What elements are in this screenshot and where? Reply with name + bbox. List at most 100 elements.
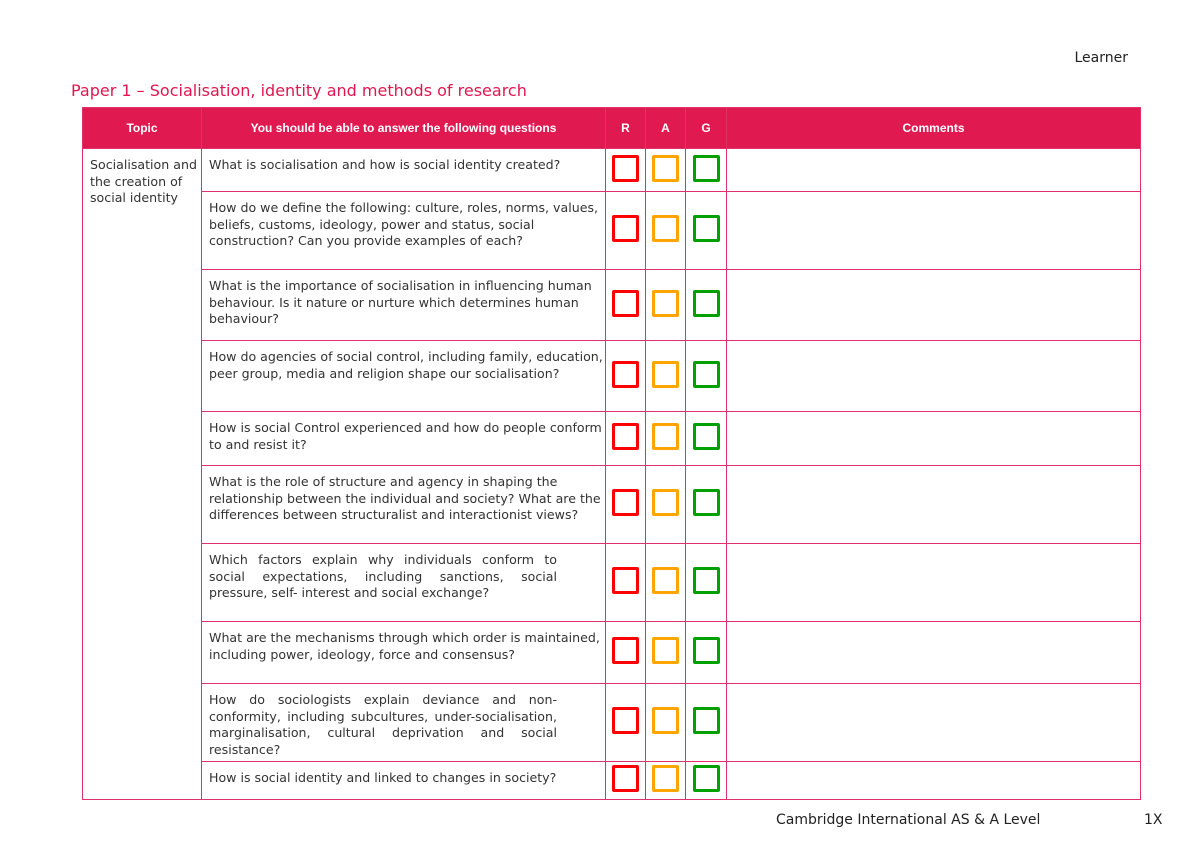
rag-g-cell[interactable] (685, 683, 727, 762)
table-row: Socialisation and the creation of social… (82, 148, 1141, 800)
col-comments: Comments (726, 107, 1141, 149)
question-cell: What is the importance of socialisation … (201, 269, 606, 341)
checkbox-r[interactable] (612, 637, 639, 664)
rag-r-cell[interactable] (605, 465, 646, 544)
comments-cell[interactable] (726, 148, 1141, 192)
rag-table: Topic You should be able to answer the f… (82, 107, 1141, 800)
comments-cell[interactable] (726, 269, 1141, 341)
comments-cell[interactable] (726, 191, 1141, 270)
checkbox-g[interactable] (692, 765, 720, 792)
checkbox-g[interactable] (692, 567, 720, 594)
comments-cell[interactable] (726, 621, 1141, 684)
table-row: What is the importance of socialisation … (83, 269, 1141, 341)
checkbox-r[interactable] (612, 765, 639, 792)
checkbox-g[interactable] (692, 215, 720, 242)
rag-g-cell[interactable] (685, 761, 727, 800)
rag-g-cell[interactable] (685, 191, 727, 270)
comments-cell[interactable] (726, 543, 1141, 622)
checkbox-a[interactable] (652, 215, 679, 242)
rag-g-cell[interactable] (685, 465, 727, 544)
checkbox-r[interactable] (612, 707, 639, 734)
topic-cell: Socialisation and the creation of social… (82, 148, 202, 800)
page-title: Paper 1 – Socialisation, identity and me… (71, 81, 527, 100)
checkbox-g[interactable] (692, 489, 720, 516)
rag-r-cell[interactable] (605, 761, 646, 800)
checkbox-g[interactable] (692, 637, 720, 664)
rag-g-cell[interactable] (685, 543, 727, 622)
checkbox-g[interactable] (692, 707, 720, 734)
page-number: 1X (1144, 812, 1163, 828)
table-row: How is social Control experienced and ho… (83, 411, 1141, 466)
rag-g-cell[interactable] (685, 269, 727, 341)
col-r: R (605, 107, 646, 149)
checkbox-r[interactable] (612, 154, 639, 182)
learner-label: Learner (1074, 50, 1129, 66)
comments-cell[interactable] (726, 465, 1141, 544)
col-topic: Topic (82, 107, 202, 149)
rag-r-cell[interactable] (605, 340, 646, 412)
checkbox-a[interactable] (652, 637, 679, 664)
rag-r-cell[interactable] (605, 148, 646, 192)
rag-g-cell[interactable] (685, 340, 727, 412)
checkbox-g[interactable] (692, 154, 720, 182)
rag-g-cell[interactable] (685, 411, 727, 466)
checkbox-a[interactable] (652, 489, 679, 516)
comments-cell[interactable] (726, 340, 1141, 412)
question-cell: What are the mechanisms through which or… (201, 621, 606, 684)
question-cell: How is social Control experienced and ho… (201, 411, 606, 466)
table-row: What is the role of structure and agency… (83, 465, 1141, 544)
question-cell: What is socialisation and how is social … (201, 148, 606, 192)
comments-cell[interactable] (726, 761, 1141, 800)
checkbox-r[interactable] (612, 567, 639, 594)
checkbox-r[interactable] (612, 360, 639, 388)
footer-text: Cambridge International AS & A Level (776, 812, 1041, 828)
col-questions: You should be able to answer the followi… (201, 107, 606, 149)
checkbox-a[interactable] (652, 154, 679, 182)
comments-cell[interactable] (726, 683, 1141, 762)
checkbox-a[interactable] (652, 765, 679, 792)
rag-a-cell[interactable] (645, 621, 686, 684)
checkbox-r[interactable] (612, 289, 639, 317)
comments-cell[interactable] (726, 411, 1141, 466)
rag-r-cell[interactable] (605, 411, 646, 466)
question-cell: What is the role of structure and agency… (201, 465, 606, 544)
rag-r-cell[interactable] (605, 191, 646, 270)
table-row: How do agencies of social control, inclu… (83, 340, 1141, 412)
checkbox-g[interactable] (692, 423, 720, 450)
rag-a-cell[interactable] (645, 340, 686, 412)
table-row: How do sociologists explain deviance and… (83, 683, 1141, 762)
checkbox-a[interactable] (652, 289, 679, 317)
question-cell: How do we define the following: culture,… (201, 191, 606, 270)
rag-g-cell[interactable] (685, 621, 727, 684)
rag-a-cell[interactable] (645, 148, 686, 192)
checkbox-a[interactable] (652, 567, 679, 594)
rag-a-cell[interactable] (645, 761, 686, 800)
table-row: What are the mechanisms through which or… (83, 621, 1141, 684)
checkbox-a[interactable] (652, 707, 679, 734)
question-cell: How is social identity and linked to cha… (201, 761, 606, 800)
question-cell: How do sociologists explain deviance and… (201, 683, 606, 762)
rag-a-cell[interactable] (645, 411, 686, 466)
rag-a-cell[interactable] (645, 543, 686, 622)
rag-r-cell[interactable] (605, 269, 646, 341)
checkbox-r[interactable] (612, 489, 639, 516)
rag-r-cell[interactable] (605, 621, 646, 684)
rag-g-cell[interactable] (685, 148, 727, 192)
rag-r-cell[interactable] (605, 683, 646, 762)
rag-a-cell[interactable] (645, 191, 686, 270)
rag-a-cell[interactable] (645, 269, 686, 341)
rag-a-cell[interactable] (645, 683, 686, 762)
table-row: Which factors explain why individuals co… (83, 543, 1141, 622)
col-a: A (645, 107, 686, 149)
checkbox-a[interactable] (652, 423, 679, 450)
checkbox-r[interactable] (612, 423, 639, 450)
checkbox-g[interactable] (692, 360, 720, 388)
table-row: How is social identity and linked to cha… (83, 761, 1141, 800)
checkbox-a[interactable] (652, 360, 679, 388)
col-g: G (685, 107, 727, 149)
checkbox-r[interactable] (612, 215, 639, 242)
rag-a-cell[interactable] (645, 465, 686, 544)
checkbox-g[interactable] (692, 289, 720, 317)
question-cell: Which factors explain why individuals co… (201, 543, 606, 622)
rag-r-cell[interactable] (605, 543, 646, 622)
